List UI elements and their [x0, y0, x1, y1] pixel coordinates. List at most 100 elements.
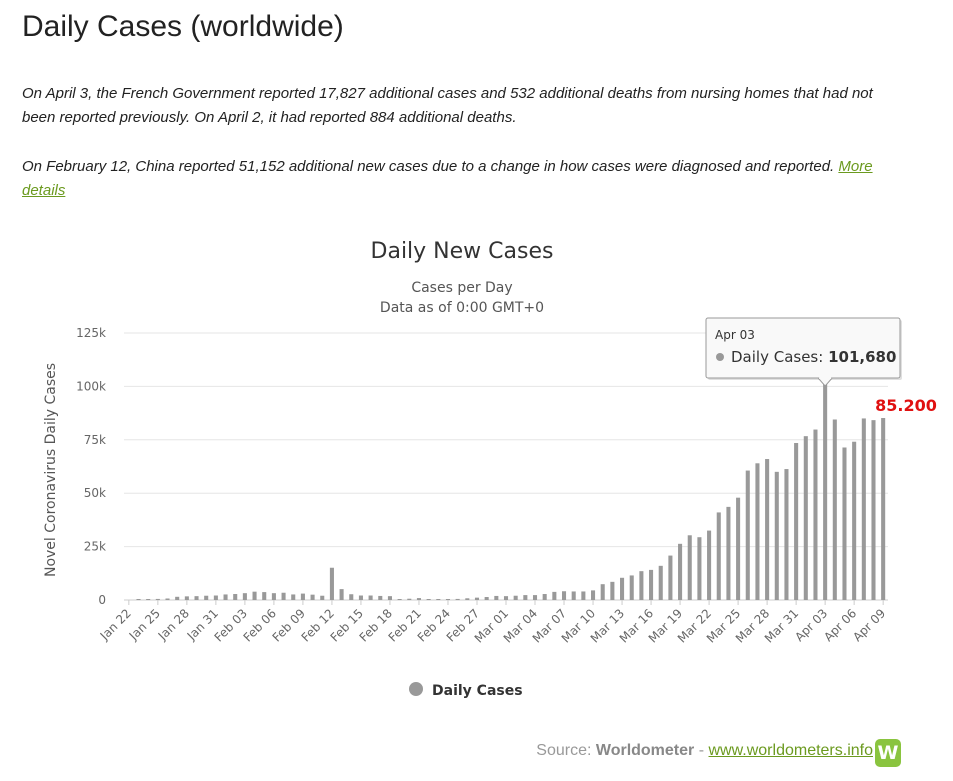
bar[interactable] — [136, 599, 141, 600]
bar[interactable] — [262, 592, 267, 600]
bar[interactable] — [407, 598, 412, 600]
bar[interactable] — [252, 591, 257, 600]
bar[interactable] — [465, 598, 470, 600]
tooltip-value: 101,680 — [828, 348, 896, 366]
bar[interactable] — [426, 599, 431, 600]
legend-label: Daily Cases — [432, 683, 523, 699]
bar[interactable] — [581, 591, 586, 600]
bar[interactable] — [649, 569, 654, 600]
hover-tooltip: Apr 03 Daily Cases: 101,680 85.200 — [705, 317, 937, 415]
bar[interactable] — [745, 470, 750, 600]
chart-title: Daily New Cases — [371, 239, 554, 264]
bar[interactable] — [610, 581, 615, 600]
bar[interactable] — [600, 584, 605, 600]
bar[interactable] — [639, 571, 644, 600]
bar[interactable] — [852, 441, 857, 600]
legend-marker — [409, 682, 423, 696]
bar[interactable] — [687, 535, 692, 600]
bar[interactable] — [591, 590, 596, 600]
bar[interactable] — [794, 443, 799, 600]
bar[interactable] — [736, 497, 741, 600]
bar[interactable] — [552, 591, 557, 600]
bar[interactable] — [620, 577, 625, 600]
bar[interactable] — [397, 599, 402, 600]
bar[interactable] — [755, 463, 760, 600]
bar[interactable] — [358, 595, 363, 600]
bar[interactable] — [629, 575, 634, 600]
chart-legend[interactable]: Daily Cases — [409, 682, 523, 699]
bar[interactable] — [242, 593, 247, 600]
bar[interactable] — [716, 512, 721, 600]
source-separator: - — [698, 742, 705, 759]
page-title: Daily Cases (worldwide) — [22, 10, 344, 43]
bar[interactable] — [697, 537, 702, 600]
note-text-1: On April 3, the French Government report… — [22, 85, 873, 126]
bar[interactable] — [146, 599, 151, 600]
bar[interactable] — [184, 596, 189, 600]
x-tick-label: Jan 28 — [155, 606, 192, 643]
french-nursing-home-note: On April 3, the French Government report… — [22, 82, 892, 130]
bar[interactable] — [832, 419, 837, 600]
y-tick-label: 75k — [84, 433, 106, 447]
bar[interactable] — [484, 597, 489, 600]
bar[interactable] — [803, 436, 808, 600]
bar[interactable] — [165, 598, 170, 600]
bar[interactable] — [726, 506, 731, 600]
bar[interactable] — [532, 595, 538, 600]
bar[interactable] — [281, 592, 286, 600]
bar[interactable] — [542, 594, 547, 600]
bar[interactable] — [223, 594, 228, 600]
bar[interactable] — [842, 447, 847, 600]
bar[interactable] — [445, 599, 451, 600]
bar[interactable] — [503, 596, 509, 600]
bar[interactable] — [784, 469, 789, 600]
bar[interactable] — [194, 596, 199, 600]
bar[interactable] — [823, 382, 828, 600]
bar[interactable] — [561, 591, 567, 600]
tooltip-label: Daily Cases: 101,680 — [731, 348, 896, 366]
bar[interactable] — [494, 595, 499, 600]
bar[interactable] — [416, 598, 421, 600]
more-details-link[interactable]: More details — [22, 158, 873, 199]
bar[interactable] — [155, 598, 160, 600]
bar[interactable] — [213, 595, 218, 600]
bar[interactable] — [378, 595, 383, 600]
bar[interactable] — [474, 597, 480, 600]
bar[interactable] — [774, 471, 779, 600]
bar[interactable] — [658, 565, 663, 600]
bar[interactable] — [204, 595, 209, 600]
bar[interactable] — [175, 596, 180, 600]
source-link[interactable]: www.worldometers.info — [708, 742, 874, 759]
y-axis-label: Novel Coronavirus Daily Cases — [43, 363, 59, 577]
bar[interactable] — [233, 594, 238, 600]
note-text-2: On February 12, China reported 51,152 ad… — [22, 158, 835, 175]
bar[interactable] — [871, 420, 876, 600]
bar[interactable] — [329, 567, 334, 600]
bar[interactable] — [668, 555, 673, 600]
bar[interactable] — [813, 429, 818, 600]
bar[interactable] — [678, 543, 683, 600]
bar[interactable] — [881, 418, 886, 600]
bar[interactable] — [300, 593, 305, 600]
source-prefix: Source: — [536, 742, 592, 759]
bar[interactable] — [271, 593, 276, 600]
bar[interactable] — [571, 591, 576, 600]
bar[interactable] — [291, 594, 296, 600]
bar[interactable] — [707, 530, 712, 600]
y-tick-label: 0 — [98, 593, 106, 607]
bar[interactable] — [320, 595, 325, 600]
bar[interactable] — [765, 459, 770, 600]
bar[interactable] — [310, 594, 315, 600]
bar[interactable] — [861, 418, 866, 600]
bar[interactable] — [436, 599, 441, 600]
worldometer-logo-icon[interactable]: W — [875, 739, 901, 767]
bar[interactable] — [513, 595, 518, 600]
bar[interactable] — [455, 598, 460, 600]
bar[interactable] — [368, 595, 373, 600]
bar[interactable] — [387, 596, 392, 600]
source-line: Source: Worldometer - www.worldometers.i… — [536, 742, 873, 760]
tooltip-date: Apr 03 — [715, 328, 755, 342]
bar[interactable] — [339, 589, 344, 600]
bar[interactable] — [349, 594, 354, 600]
bar[interactable] — [523, 595, 528, 600]
